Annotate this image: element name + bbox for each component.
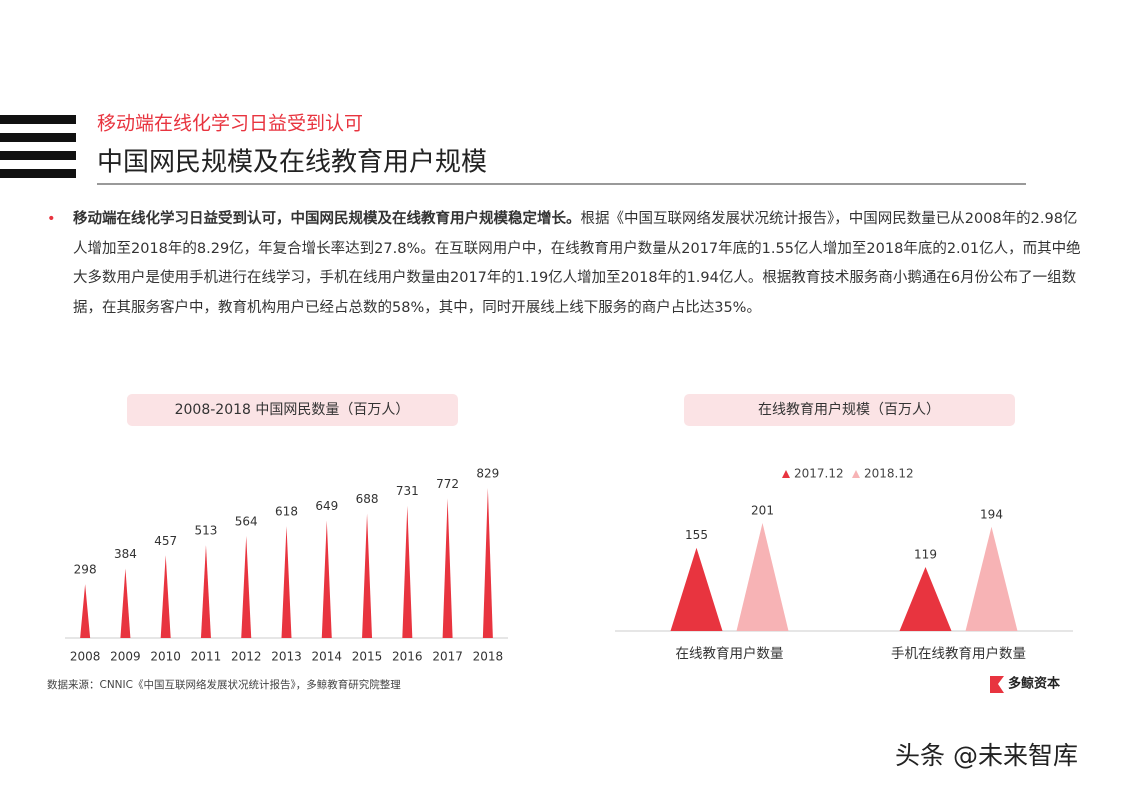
stripe — [0, 169, 76, 178]
legend-label: 2018.12 — [864, 467, 914, 481]
value-label: 457 — [154, 534, 177, 548]
spike — [80, 584, 91, 638]
value-label: 155 — [685, 528, 708, 542]
legend-marker — [852, 470, 860, 478]
value-label: 688 — [356, 492, 379, 506]
value-label: 829 — [476, 467, 499, 481]
triangle — [736, 523, 789, 631]
spike — [281, 526, 292, 638]
subtitle: 移动端在线化学习日益受到认可 — [97, 113, 363, 135]
logo-icon — [990, 676, 1004, 693]
watermark: 头条 @未来智库 — [895, 741, 1078, 770]
x-tick-label: 在线教育用户数量 — [676, 645, 784, 662]
paragraph-bold: 移动端在线化学习日益受到认可，中国网民规模及在线教育用户规模稳定增长。 — [73, 211, 581, 227]
stripe — [0, 115, 76, 124]
value-label: 564 — [235, 514, 258, 528]
spike — [160, 555, 171, 638]
paragraph-text: 根据《中国互联网络发展状况统计报告》，中国网民数量已从2008年的2.98亿人增… — [73, 211, 1081, 316]
x-tick-label: 2012 — [231, 650, 262, 664]
spike — [200, 545, 211, 638]
value-label: 772 — [436, 477, 459, 491]
spike — [362, 513, 373, 638]
x-tick-label: 2014 — [311, 650, 342, 664]
x-tick-label: 2008 — [70, 650, 101, 664]
title-pill — [127, 394, 458, 426]
triangle — [899, 567, 952, 631]
x-tick-label: 手机在线教育用户数量 — [891, 645, 1026, 662]
x-tick-label: 2015 — [352, 650, 383, 664]
title: 中国网民规模及在线教育用户规模 — [97, 148, 487, 178]
x-tick-label: 2018 — [473, 650, 504, 664]
source: 数据来源：CNNIC《中国互联网络发展状况统计报告》，多鲸教育研究院整理 — [47, 678, 401, 691]
stripe — [0, 151, 76, 160]
triangle — [670, 547, 723, 631]
value-label: 194 — [980, 507, 1003, 521]
chart-title: 在线教育用户规模（百万人） — [758, 401, 940, 418]
stripe — [0, 133, 76, 142]
value-label: 649 — [315, 499, 338, 513]
x-tick-label: 2017 — [432, 650, 463, 664]
value-label: 201 — [751, 504, 774, 518]
bullet: • — [47, 211, 56, 227]
logo: 多鲸资本 — [1008, 676, 1060, 692]
x-tick-label: 2013 — [271, 650, 302, 664]
value-label: 618 — [275, 505, 298, 519]
value-label: 119 — [914, 548, 937, 562]
spike — [321, 520, 332, 638]
spike — [402, 505, 413, 638]
triangle — [965, 526, 1018, 631]
spike — [241, 535, 252, 638]
paragraph-body: 移动端在线化学习日益受到认可，中国网民规模及在线教育用户规模稳定增长。根据《中国… — [73, 205, 1087, 323]
legend-marker — [782, 470, 790, 478]
value-label: 513 — [195, 524, 218, 538]
title-pill — [684, 394, 1015, 426]
value-label: 298 — [74, 563, 97, 577]
spike — [482, 488, 493, 638]
spike — [120, 568, 131, 638]
chart-title: 2008-2018 中国网民数量（百万人） — [175, 402, 410, 418]
x-tick-label: 2010 — [150, 650, 181, 664]
x-tick-label: 2011 — [191, 650, 222, 664]
x-tick-label: 2016 — [392, 650, 423, 664]
value-label: 731 — [396, 484, 419, 498]
legend-label: 2017.12 — [794, 467, 844, 481]
spike — [442, 498, 453, 638]
x-tick-label: 2009 — [110, 650, 141, 664]
value-label: 384 — [114, 547, 137, 561]
paragraph: • 移动端在线化学习日益受到认可，中国网民规模及在线教育用户规模稳定增长。根据《… — [47, 205, 1087, 323]
